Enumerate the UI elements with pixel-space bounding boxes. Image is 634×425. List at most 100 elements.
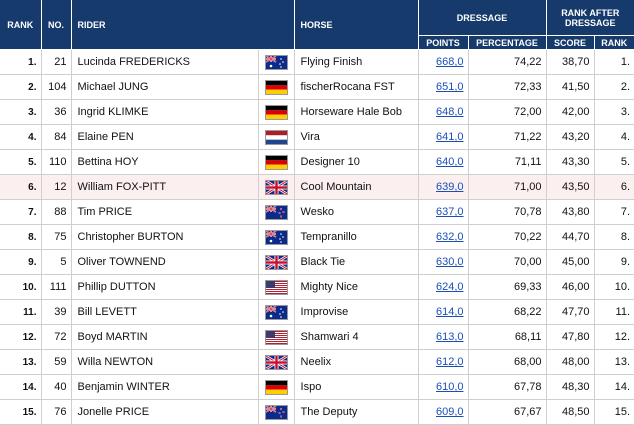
table-row[interactable]: 2. 104 Michael JUNG fischerRocana FST 651,0 7… bbox=[0, 74, 634, 100]
percentage-cell: 68,22 bbox=[468, 299, 547, 325]
points-link[interactable]: 624,0 bbox=[435, 281, 464, 293]
number-cell: 39 bbox=[41, 299, 72, 325]
number-cell: 5 bbox=[41, 249, 72, 275]
points-cell: 668,0 bbox=[418, 49, 469, 75]
horse-cell: Horseware Hale Bob bbox=[294, 99, 419, 125]
points-cell: 632,0 bbox=[418, 224, 469, 250]
flag-cell bbox=[258, 174, 295, 200]
percentage-cell: 72,00 bbox=[468, 99, 547, 125]
table-row[interactable]: 3. 36 Ingrid KLIMKE Horseware Hale Bob 648,0… bbox=[0, 99, 634, 125]
points-link[interactable]: 632,0 bbox=[435, 231, 464, 243]
flag-cell bbox=[258, 99, 295, 125]
rider-header[interactable]: RIDER bbox=[71, 0, 295, 50]
score-cell: 48,30 bbox=[546, 374, 595, 400]
score-cell: 41,50 bbox=[546, 74, 595, 100]
rank-after-cell: 10. bbox=[594, 274, 634, 300]
points-cell: 630,0 bbox=[418, 249, 469, 275]
points-link[interactable]: 610,0 bbox=[435, 381, 464, 393]
rider-cell: William FOX-PITT bbox=[71, 174, 259, 200]
number-cell: 88 bbox=[41, 199, 72, 225]
rider-cell: Benjamin WINTER bbox=[71, 374, 259, 400]
horse-cell: fischerRocana FST bbox=[294, 74, 419, 100]
points-link[interactable]: 641,0 bbox=[435, 131, 464, 143]
points-link[interactable]: 651,0 bbox=[435, 81, 464, 93]
rank-cell: 5. bbox=[0, 149, 42, 175]
table-row[interactable]: 12. 72 Boyd MARTIN Shamwari 4 613,0 68,11 47,8… bbox=[0, 324, 634, 350]
rank-after-cell: 3. bbox=[594, 99, 634, 125]
points-link[interactable]: 637,0 bbox=[435, 206, 464, 218]
percentage-cell: 71,11 bbox=[468, 149, 547, 175]
table-row[interactable]: 11. 39 Bill LEVETT Improvise 614,0 68,22 47,70… bbox=[0, 299, 634, 325]
rank-cell: 11. bbox=[0, 299, 42, 325]
uk-flag-icon bbox=[264, 179, 288, 195]
rank-cell: 7. bbox=[0, 199, 42, 225]
percentage-cell: 72,33 bbox=[468, 74, 547, 100]
table-row[interactable]: 4. 84 Elaine PEN Vira 641,0 71,22 43,20 4. bbox=[0, 124, 634, 150]
rank-cell: 6. bbox=[0, 174, 42, 200]
points-link[interactable]: 613,0 bbox=[435, 331, 464, 343]
number-cell: 104 bbox=[41, 74, 72, 100]
points-link[interactable]: 639,0 bbox=[435, 181, 464, 193]
germany-flag-icon bbox=[264, 154, 288, 170]
points-link[interactable]: 668,0 bbox=[435, 56, 464, 68]
points-cell: 641,0 bbox=[418, 124, 469, 150]
points-link[interactable]: 614,0 bbox=[435, 306, 464, 318]
rank-cell: 1. bbox=[0, 49, 42, 75]
score-cell: 46,00 bbox=[546, 274, 595, 300]
percentage-header[interactable]: PERCENTAGE bbox=[468, 35, 547, 50]
score-cell: 43,50 bbox=[546, 174, 595, 200]
points-cell: 640,0 bbox=[418, 149, 469, 175]
number-header[interactable]: NO. bbox=[41, 0, 72, 50]
rider-cell: Lucinda FREDERICKS bbox=[71, 49, 259, 75]
points-header[interactable]: POINTS bbox=[418, 35, 469, 50]
percentage-cell: 74,22 bbox=[468, 49, 547, 75]
table-row[interactable]: 13. 59 Willa NEWTON Neelix 612,0 68,00 48,00 13… bbox=[0, 349, 634, 375]
score-cell: 42,00 bbox=[546, 99, 595, 125]
rank-after-header[interactable]: RANK bbox=[594, 35, 634, 50]
table-row[interactable]: 7. 88 Tim PRICE Wesko 637,0 70,78 43,80 7. bbox=[0, 199, 634, 225]
table-row[interactable]: 10. 111 Phillip DUTTON Mighty Nice 624,0 69,3… bbox=[0, 274, 634, 300]
rider-cell: Jonelle PRICE bbox=[71, 399, 259, 425]
flag-cell bbox=[258, 124, 295, 150]
rider-cell: Bettina HOY bbox=[71, 149, 259, 175]
australia-flag-icon bbox=[264, 229, 288, 245]
table-row[interactable]: 9. 5 Oliver TOWNEND Black Tie 630,0 70,00 45,0… bbox=[0, 249, 634, 275]
score-header[interactable]: SCORE bbox=[546, 35, 595, 50]
flag-cell bbox=[258, 374, 295, 400]
points-link[interactable]: 609,0 bbox=[435, 406, 464, 418]
new-zealand-flag-icon bbox=[264, 204, 288, 220]
germany-flag-icon bbox=[264, 104, 288, 120]
rank-after-cell: 11. bbox=[594, 299, 634, 325]
rank-after-cell: 13. bbox=[594, 349, 634, 375]
points-link[interactable]: 630,0 bbox=[435, 256, 464, 268]
flag-cell bbox=[258, 49, 295, 75]
table-row[interactable]: 1. 21 Lucinda FREDERICKS Flying Finish 668,0… bbox=[0, 49, 634, 75]
rank-cell: 13. bbox=[0, 349, 42, 375]
horse-cell: Vira bbox=[294, 124, 419, 150]
horse-header[interactable]: HORSE bbox=[294, 0, 419, 50]
rider-cell: Phillip DUTTON bbox=[71, 274, 259, 300]
table-row[interactable]: 5. 110 Bettina HOY Designer 10 640,0 71,11 43,… bbox=[0, 149, 634, 175]
points-link[interactable]: 640,0 bbox=[435, 156, 464, 168]
horse-cell: Flying Finish bbox=[294, 49, 419, 75]
number-cell: 110 bbox=[41, 149, 72, 175]
points-cell: 610,0 bbox=[418, 374, 469, 400]
rank-cell: 14. bbox=[0, 374, 42, 400]
rank-cell: 4. bbox=[0, 124, 42, 150]
rank-cell: 9. bbox=[0, 249, 42, 275]
table-row[interactable]: 14. 40 Benjamin WINTER Ispo 610,0 67,78 48,30 1… bbox=[0, 374, 634, 400]
uk-flag-icon bbox=[264, 354, 288, 370]
table-row[interactable]: 8. 75 Christopher BURTON Tempranillo 632,0 70… bbox=[0, 224, 634, 250]
score-cell: 47,80 bbox=[546, 324, 595, 350]
table-row[interactable]: 15. 76 Jonelle PRICE The Deputy 609,0 67,67 48… bbox=[0, 399, 634, 425]
horse-cell: Black Tie bbox=[294, 249, 419, 275]
points-link[interactable]: 612,0 bbox=[435, 356, 464, 368]
rank-header[interactable]: RANK bbox=[0, 0, 42, 50]
percentage-cell: 68,11 bbox=[468, 324, 547, 350]
points-link[interactable]: 648,0 bbox=[435, 106, 464, 118]
table-row[interactable]: 6. 12 William FOX-PITT Cool Mountain 639,0 71… bbox=[0, 174, 634, 200]
number-cell: 72 bbox=[41, 324, 72, 350]
flag-cell bbox=[258, 274, 295, 300]
percentage-cell: 70,78 bbox=[468, 199, 547, 225]
